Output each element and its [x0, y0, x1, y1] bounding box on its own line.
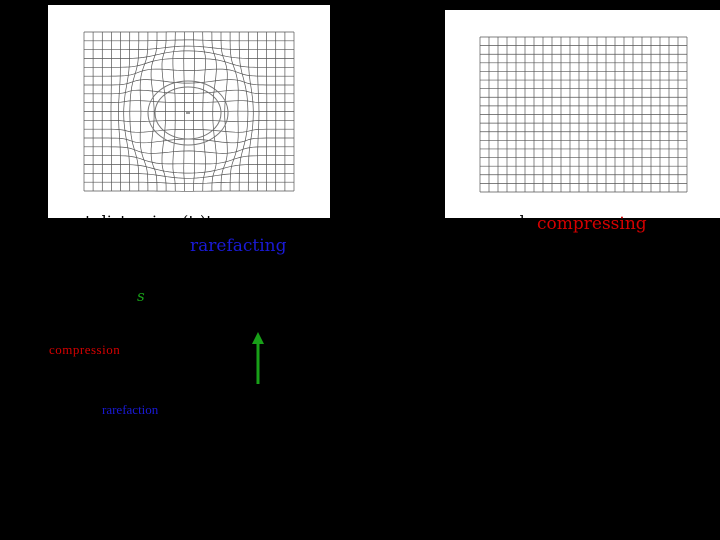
rarefaction-label: rarefaction [102, 402, 159, 417]
grid-line-horizontal [84, 164, 294, 174]
compression-label: compression [49, 342, 121, 357]
grid-line-horizontal [84, 181, 294, 185]
rarefacting-label: rarefacting [190, 236, 287, 256]
grid-line-horizontal [84, 155, 294, 165]
grid-line-horizontal [84, 58, 294, 68]
grid-line-horizontal [84, 100, 294, 104]
distorted-grid-panel [48, 5, 330, 218]
grid-line-horizontal [84, 172, 294, 179]
distortion-ellipse-outer [147, 80, 229, 146]
grid-line-horizontal [84, 68, 294, 77]
grid-line-horizontal [84, 146, 294, 154]
grid-line-horizontal [84, 39, 294, 42]
grid-line-horizontal [84, 89, 294, 95]
left-panel-caption: t distorsion (t )t [85, 212, 213, 231]
compressing-label: compressing [537, 214, 647, 234]
s-label: s [137, 287, 145, 305]
grid-line-horizontal [84, 79, 294, 86]
grid-line-horizontal [84, 128, 294, 133]
right-panel-caption: a b [505, 212, 530, 231]
grid-line-horizontal [84, 45, 294, 51]
up-arrow-icon [252, 332, 264, 384]
distorted-grid-diagram [83, 31, 295, 192]
grid-line-horizontal [84, 119, 294, 123]
grid-line-horizontal [84, 50, 294, 59]
distortion-ellipse-inner [154, 86, 222, 140]
regular-grid-panel [445, 10, 720, 218]
regular-grid-diagram [479, 36, 688, 193]
